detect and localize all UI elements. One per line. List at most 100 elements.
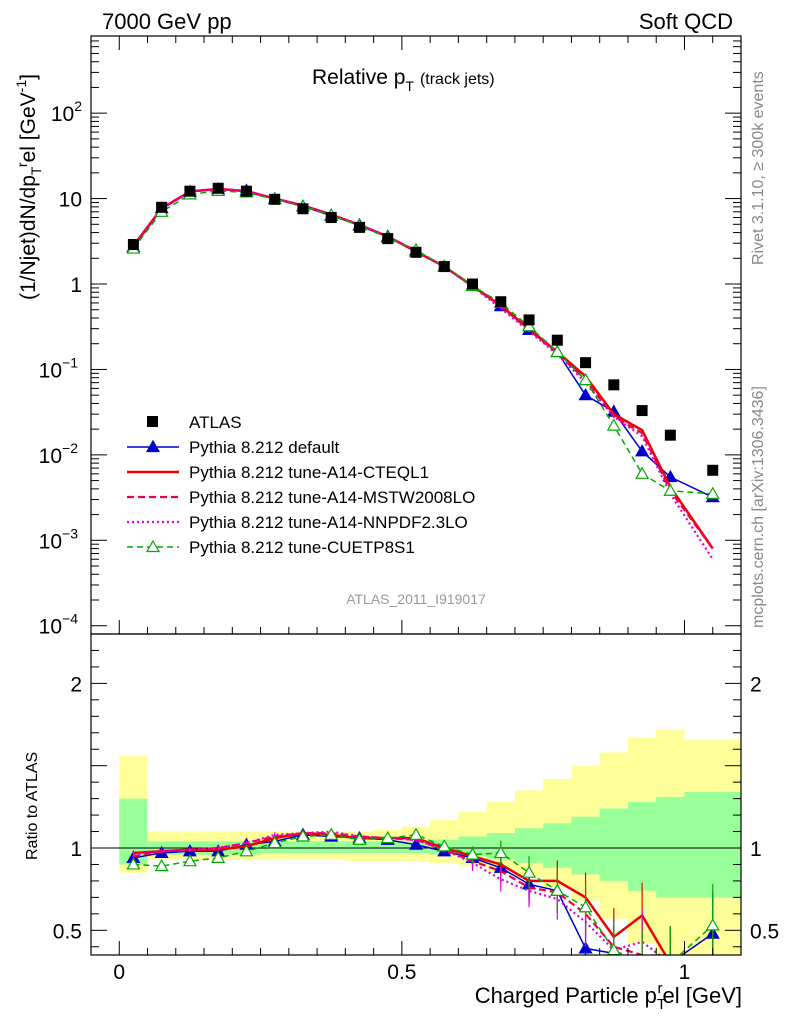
atlas-point	[156, 201, 168, 213]
series-4-ratio-point	[522, 865, 537, 878]
legend-label-4: Pythia 8.212 tune-CUETP8S1	[189, 538, 415, 557]
y-tick-label: 10−3	[39, 525, 79, 553]
atlas-point	[707, 464, 719, 476]
atlas-point	[297, 203, 309, 215]
legend-label-0: Pythia 8.212 default	[189, 438, 340, 457]
atlas-point	[184, 185, 196, 197]
y-axis-title: (1/Njet)dN/dpTrel [GeV-1]	[13, 74, 44, 300]
x-tick-label: 0	[113, 961, 125, 984]
atlas-point	[523, 314, 535, 326]
legend-label-2: Pythia 8.212 tune-A14-MSTW2008LO	[189, 488, 475, 507]
atlas-point	[551, 334, 563, 346]
series-4-main-point	[550, 344, 565, 358]
series-4-main-point	[663, 483, 678, 496]
atlas-point	[438, 261, 450, 273]
rivet-version-label: Rivet 3.1.10, ≥ 300k events	[750, 71, 767, 265]
series-4-ratio-point	[211, 850, 226, 863]
series-4-ratio-point	[606, 942, 621, 955]
series-4-ratio-point	[408, 827, 424, 840]
chart-title: Relative pT (track jets)	[312, 66, 495, 94]
atlas-point	[410, 246, 422, 258]
y-tick-label: 102	[51, 98, 82, 126]
series-4-ratio-point	[705, 918, 720, 931]
series-4-ratio-point	[636, 957, 648, 968]
y-tick-label: 10	[59, 189, 82, 212]
header-energy-label: 7000 GeV pp	[102, 9, 232, 34]
legend-atlas-label: ATLAS	[189, 413, 242, 432]
ratio-y-tick-label-right: 2	[750, 673, 762, 696]
series-0-ratio-point	[664, 957, 676, 968]
series-4-main-point	[522, 319, 537, 332]
ratio-y-tick-label-right: 0.5	[750, 920, 779, 943]
atlas-point	[240, 185, 252, 197]
y-tick-label: 1	[70, 274, 82, 297]
main-series-group	[126, 181, 720, 560]
series-4-ratio-point	[126, 857, 141, 870]
ratio-y-tick-label: 0.5	[53, 920, 82, 943]
series-4-ratio-point	[352, 832, 367, 845]
legend-label-1: Pythia 8.212 tune-A14-CTEQL1	[189, 463, 429, 482]
x-axis-title: Charged Particle pTrel [GeV]	[475, 980, 742, 1013]
series-4-ratio-point	[493, 845, 508, 859]
mcplots-label: mcplots.cern.ch [arXiv:1306.3436]	[750, 386, 767, 628]
series-0-ratio-point	[578, 941, 593, 954]
series-4-ratio-point	[154, 858, 169, 872]
atlas-point	[608, 379, 620, 391]
series-0-main-point	[635, 444, 650, 457]
ratio-y-tick-label: 2	[70, 673, 82, 696]
series-4-ratio-point	[295, 829, 310, 842]
series-4-main-point	[578, 372, 593, 386]
atlas-point	[467, 278, 479, 290]
atlas-point	[382, 233, 394, 245]
series-4-ratio-point	[664, 957, 676, 968]
legend-marker-0	[145, 439, 161, 453]
y-tick-label: 10−4	[39, 611, 79, 639]
ratio-panel-frame	[90, 633, 742, 956]
series-4-ratio-point	[380, 830, 395, 844]
header-category-label: Soft QCD	[639, 9, 733, 34]
atlas-point	[353, 221, 365, 233]
chart-title-tail: (track jets)	[420, 71, 495, 88]
series-4-ratio-point	[324, 827, 339, 840]
series-4-ratio-point	[550, 883, 565, 896]
ratio-y-tick-label: 1	[70, 838, 82, 861]
series-0-ratio-point	[408, 837, 424, 850]
series-4-ratio-point	[182, 853, 197, 867]
series-0-main-point	[578, 387, 593, 401]
chart-title-main: Relative p	[312, 66, 405, 89]
legend-atlas-marker	[147, 416, 158, 427]
series-4-main-point	[606, 418, 621, 431]
atlas-point	[269, 193, 281, 205]
atlas-point	[325, 212, 337, 224]
ratio-y-axis-title: Ratio to ATLAS	[24, 752, 41, 860]
series-4-ratio-point	[578, 900, 593, 913]
analysis-watermark: ATLAS_2011_I919017	[346, 591, 486, 607]
atlas-point	[495, 296, 507, 308]
series-2-ratio-line	[133, 832, 647, 955]
series-4-ratio-point	[239, 844, 254, 857]
y-tick-label: 10−2	[39, 440, 79, 468]
series-4-ratio-point	[267, 835, 282, 849]
x-tick-label: 0.5	[387, 961, 416, 984]
ratio-series-group	[126, 827, 720, 968]
series-4-ratio-point	[465, 847, 480, 860]
series-4-main-point	[635, 466, 650, 479]
ratio-y-tick-label-right: 1	[750, 838, 762, 861]
atlas-point	[127, 239, 139, 251]
atlas-point	[636, 405, 648, 417]
x-tick-label: 1	[679, 961, 691, 984]
atlas-point	[212, 182, 224, 194]
legend: ATLAS Pythia 8.212 default Pythia 8.212 tu…	[127, 413, 475, 557]
axes-group: 0 0.5 1 10−4 10−3 10−2 10−1 1 10 102 0.5 0.5 1 1 2 2	[39, 35, 779, 984]
series-0-ratio-point	[636, 957, 648, 968]
series-4-main-point	[705, 486, 720, 499]
atlas-point	[664, 429, 676, 441]
legend-marker-4	[145, 539, 161, 553]
legend-label-3: Pythia 8.212 tune-A14-NNPDF2.3LO	[189, 513, 468, 532]
series-4-ratio-point	[437, 839, 452, 852]
atlas-point	[580, 357, 592, 369]
series-4-ratio-line	[133, 834, 714, 955]
y-tick-label: 10−1	[39, 354, 79, 382]
chart-title-sub: T	[405, 78, 414, 94]
